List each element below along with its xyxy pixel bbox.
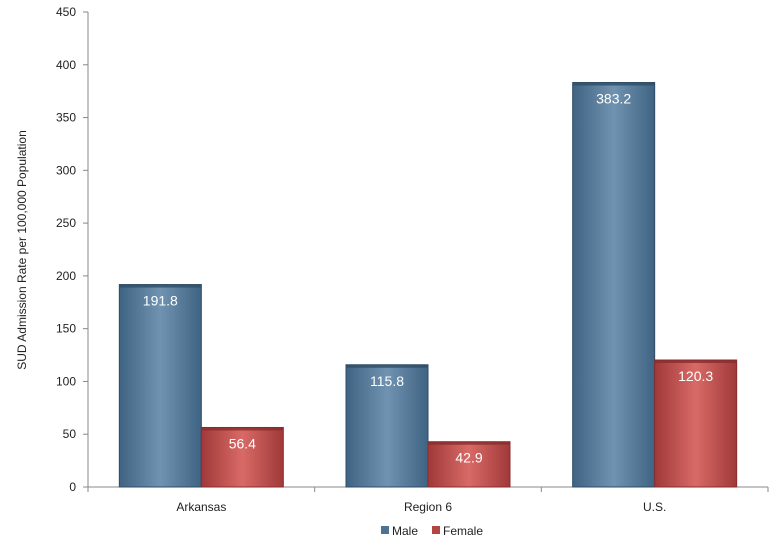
data-label: 42.9 bbox=[455, 450, 482, 466]
y-tick-label: 200 bbox=[56, 269, 76, 283]
x-tick-label: Region 6 bbox=[404, 500, 452, 514]
bar-female bbox=[200, 426, 284, 488]
y-tick-label: 350 bbox=[56, 111, 76, 125]
y-axis-title: SUD Admission Rate per 100,000 Populatio… bbox=[15, 130, 29, 369]
x-tick-label: U.S. bbox=[643, 500, 666, 514]
bar-female bbox=[427, 441, 511, 488]
data-label: 383.2 bbox=[596, 91, 631, 107]
y-tick-label: 100 bbox=[56, 374, 76, 388]
bar-top-edge bbox=[346, 364, 428, 368]
bar-male bbox=[572, 82, 656, 488]
data-label: 191.8 bbox=[143, 293, 178, 309]
x-tick-label: Arkansas bbox=[176, 500, 226, 514]
y-tick-label: 0 bbox=[69, 480, 76, 494]
legend-label-male: Male bbox=[392, 524, 418, 538]
data-labels: 191.8 56.4 115.8 42.9 383.2 120.3 bbox=[143, 91, 714, 466]
bar-top-edge bbox=[654, 360, 737, 364]
bar-top-edge bbox=[119, 284, 202, 288]
y-tick-label: 150 bbox=[56, 322, 76, 336]
bar-male bbox=[345, 364, 429, 488]
y-tick-label: 400 bbox=[56, 58, 76, 72]
legend: Male Female bbox=[381, 524, 483, 538]
legend-label-female: Female bbox=[443, 524, 483, 538]
y-tick-label: 300 bbox=[56, 163, 76, 177]
bars bbox=[118, 82, 738, 488]
y-axis: 0 50 100 150 200 250 300 350 400 450 bbox=[56, 5, 89, 494]
data-label: 56.4 bbox=[229, 435, 256, 451]
bar-top-edge bbox=[201, 427, 284, 431]
x-axis: Arkansas Region 6 U.S. bbox=[87, 486, 769, 514]
y-tick-label: 250 bbox=[56, 216, 76, 230]
bar-male bbox=[118, 284, 202, 488]
data-label: 120.3 bbox=[678, 368, 713, 384]
bar-top-edge bbox=[428, 441, 510, 445]
bar-female bbox=[654, 359, 738, 488]
bar-top-edge bbox=[572, 82, 655, 86]
legend-swatch-female bbox=[432, 526, 440, 534]
legend-swatch-male bbox=[381, 526, 389, 534]
data-label: 115.8 bbox=[370, 373, 404, 389]
y-tick-label: 50 bbox=[63, 427, 77, 441]
y-tick-label: 450 bbox=[56, 5, 76, 19]
